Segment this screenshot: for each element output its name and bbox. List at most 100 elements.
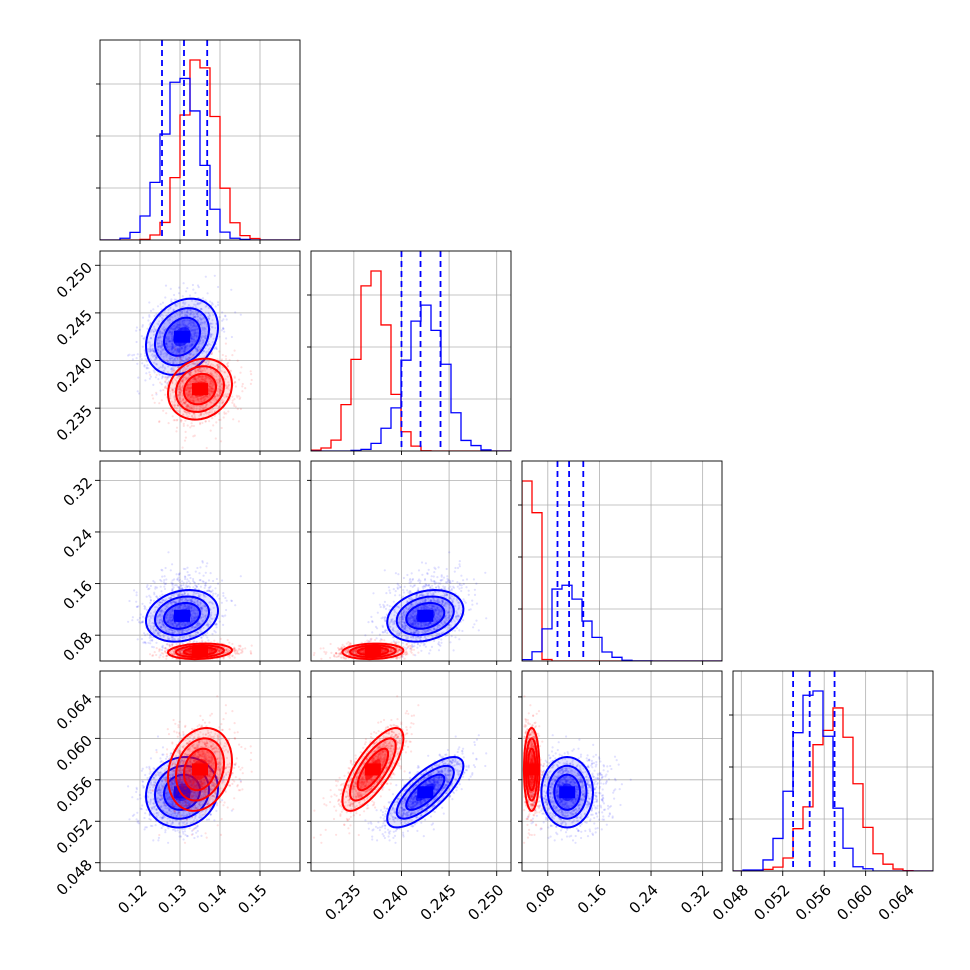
sample-point	[194, 347, 197, 350]
sample-point	[192, 315, 195, 318]
sample-point	[194, 584, 197, 587]
sample-point	[142, 337, 145, 340]
sample-point	[175, 352, 178, 355]
sample-point	[159, 595, 162, 598]
sample-point	[199, 585, 202, 588]
sample-point	[135, 329, 138, 332]
sample-point	[176, 313, 179, 316]
sample-point	[178, 347, 181, 350]
sample-point	[189, 313, 192, 316]
sample-point	[156, 322, 159, 325]
sample-point	[203, 586, 206, 590]
sample-point	[241, 390, 244, 393]
sample-point	[150, 636, 153, 639]
sample-point	[172, 309, 175, 312]
sample-point	[149, 349, 152, 352]
sample-point	[171, 345, 174, 348]
sample-point	[160, 383, 163, 386]
sample-point	[161, 332, 164, 335]
sample-point	[173, 419, 177, 422]
sample-point	[148, 315, 151, 318]
sample-point	[145, 360, 148, 363]
sample-point	[211, 319, 214, 322]
sample-point	[181, 324, 185, 327]
sample-point	[160, 316, 163, 319]
sample-point	[192, 577, 195, 581]
sample-point	[178, 292, 181, 295]
sample-point	[193, 312, 196, 315]
sample-point	[144, 606, 147, 609]
sample-point	[154, 355, 157, 358]
sample-point	[168, 375, 171, 378]
sample-point	[144, 336, 147, 339]
sample-point	[148, 348, 151, 351]
sample-point	[184, 346, 187, 349]
sample-point	[192, 363, 195, 366]
sample-point	[184, 346, 187, 349]
sample-point	[172, 586, 175, 589]
sample-point	[184, 358, 188, 362]
sample-point	[174, 347, 177, 350]
sample-point	[131, 354, 134, 357]
sample-point	[163, 369, 166, 372]
sample-point	[158, 344, 162, 347]
sample-point	[153, 401, 156, 404]
sample-point	[169, 307, 172, 310]
sample-point	[211, 341, 214, 344]
sample-point	[189, 339, 192, 342]
sample-point	[208, 317, 211, 320]
sample-point	[155, 313, 158, 316]
sample-point	[203, 317, 206, 320]
sample-point	[161, 646, 164, 649]
sample-point	[159, 314, 162, 317]
sample-point	[140, 358, 143, 361]
sample-point	[167, 340, 170, 343]
sample-point	[195, 325, 198, 328]
sample-point	[233, 375, 236, 378]
sample-point	[217, 303, 220, 307]
scatter-panel	[127, 274, 253, 450]
sample-point	[156, 348, 159, 351]
sample-point	[147, 350, 150, 353]
sample-point	[170, 368, 173, 371]
sample-point	[166, 382, 169, 385]
sample-point	[169, 287, 172, 290]
sample-point	[159, 334, 162, 337]
sample-point	[167, 336, 171, 339]
sample-point	[202, 339, 205, 342]
sample-point	[151, 328, 154, 332]
sample-point	[207, 639, 210, 642]
sample-point	[208, 312, 211, 315]
sample-point	[191, 283, 194, 287]
sample-point	[190, 323, 193, 326]
sample-point	[183, 346, 186, 349]
sample-point	[141, 615, 145, 618]
sample-point	[182, 319, 185, 322]
sample-point	[149, 349, 152, 352]
sample-point	[190, 343, 193, 346]
sample-point	[163, 575, 166, 578]
sample-point	[184, 419, 187, 422]
sample-point	[199, 339, 202, 342]
sample-point	[165, 342, 168, 345]
sample-point	[199, 338, 202, 341]
sample-point	[239, 575, 242, 578]
sample-point	[133, 353, 136, 356]
sample-point	[193, 330, 196, 333]
sample-point	[155, 391, 158, 394]
sample-point	[195, 332, 198, 335]
sample-point	[209, 346, 212, 350]
sample-point	[188, 356, 191, 359]
sample-point	[185, 377, 189, 380]
sample-point	[180, 347, 183, 350]
sample-point	[189, 308, 192, 312]
sample-point	[206, 636, 209, 639]
sample-point	[193, 303, 196, 306]
sample-point	[152, 397, 155, 400]
sample-point	[190, 310, 193, 314]
sample-point	[169, 330, 172, 334]
sample-point	[166, 335, 169, 339]
sample-point	[192, 424, 195, 428]
sample-point	[241, 647, 244, 650]
